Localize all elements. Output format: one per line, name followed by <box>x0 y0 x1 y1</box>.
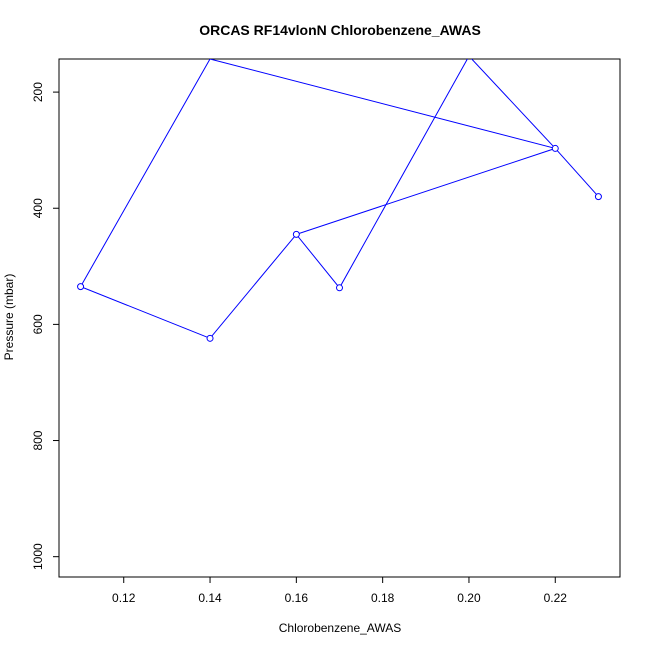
y-tick-label: 1000 <box>31 543 45 570</box>
y-tick-label: 200 <box>31 82 45 102</box>
data-point <box>594 193 602 201</box>
data-point <box>336 284 343 292</box>
data-point <box>206 334 214 342</box>
series-layer <box>77 59 602 342</box>
data-point <box>551 144 559 152</box>
x-tick-label: 0.20 <box>457 591 481 605</box>
chart-title: ORCAS RF14vlonN Chlorobenzene_AWAS <box>199 22 481 38</box>
x-tick-label: 0.18 <box>371 591 395 605</box>
x-tick-label: 0.16 <box>285 591 309 605</box>
x-tick-label: 0.14 <box>198 591 222 605</box>
x-tick-label: 0.22 <box>544 591 568 605</box>
x-tick-label: 0.12 <box>112 591 136 605</box>
y-axis-label: Pressure (mbar) <box>2 274 16 361</box>
plot-area: 0.12 0.14 0.16 0.18 0.20 0.22 200 400 600 800 1000 <box>31 58 621 605</box>
y-tick-label: 600 <box>31 314 45 334</box>
y-tick-label: 400 <box>31 198 45 218</box>
data-point <box>77 283 85 291</box>
plot-frame <box>58 58 621 578</box>
axes: 0.12 0.14 0.16 0.18 0.20 0.22 200 400 600 800 1000 <box>31 58 621 605</box>
data-point <box>292 230 300 238</box>
series-line <box>79 59 599 339</box>
x-axis-label: Chlorobenzene_AWAS <box>279 621 402 635</box>
y-tick-label: 800 <box>31 430 45 450</box>
